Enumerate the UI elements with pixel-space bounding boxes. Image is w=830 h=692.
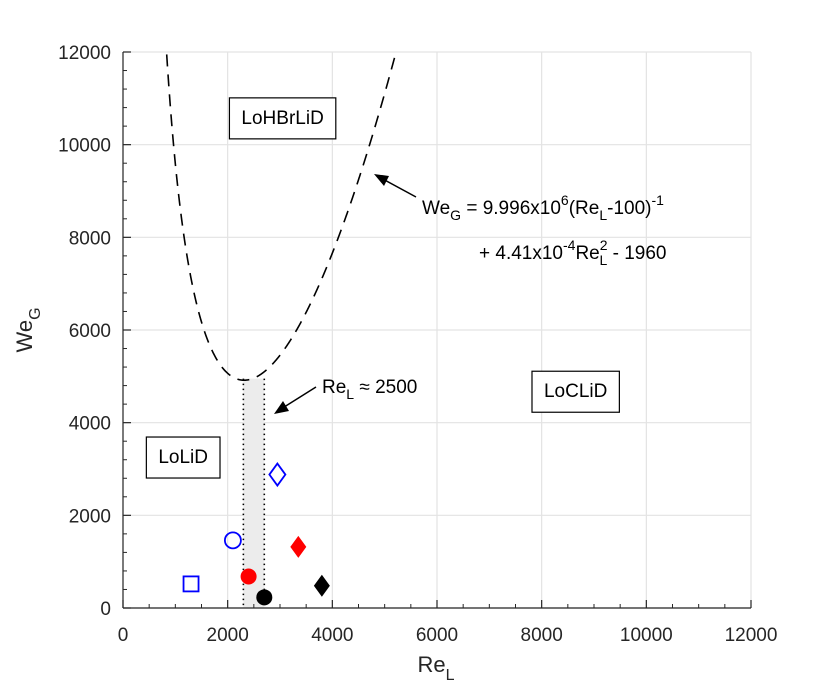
grid xyxy=(122,51,752,609)
y-tick-label: 12000 xyxy=(58,43,111,64)
axes: 0 2000 4000 6000 8000 10000 12000 0 2000 4000 6000… xyxy=(58,43,777,646)
x-tick-label: 4000 xyxy=(311,625,353,646)
equation-line-1: WeG = 9.996x106(ReL-100)-1 xyxy=(422,192,664,223)
data-point-square xyxy=(182,575,200,593)
region-label-box xyxy=(145,436,221,479)
y-tick-label: 2000 xyxy=(69,506,111,527)
data-point-diamond xyxy=(268,462,287,488)
region-label-text: LoLiD xyxy=(158,447,208,468)
x-tick-label: 8000 xyxy=(521,625,563,646)
region-label-text: LoCLiD xyxy=(544,381,607,402)
critical-re-annotation: ReL ≈ 2500 xyxy=(274,377,417,414)
data-point-diamond xyxy=(290,535,307,558)
y-tick-label: 0 xyxy=(100,599,111,620)
x-tick-label: 0 xyxy=(118,625,129,646)
region-label: LoLiD xyxy=(145,436,221,479)
data-point-circle xyxy=(223,531,242,550)
x-tick-label: 2000 xyxy=(207,625,249,646)
equation-line-2: + 4.41x10-4Re2 L - 1960 xyxy=(479,237,667,268)
boundary-curve xyxy=(165,52,397,382)
x-tick-label: 6000 xyxy=(416,625,458,646)
equation-arrow-line xyxy=(380,177,417,198)
data-point-circle xyxy=(256,589,273,606)
equation-annotation: WeG = 9.996x106(ReL-100)-1 + 4.41x10-4Re… xyxy=(374,174,667,268)
region-label-text: LoHBrLiD xyxy=(241,108,323,129)
critical-re-arrow-head xyxy=(274,401,289,414)
x-axis-title: ReL xyxy=(417,652,454,684)
region-label-box xyxy=(228,97,337,140)
region-labels: LoHBrLiD LoLiD LoCLiD xyxy=(145,97,620,479)
data-point-circle xyxy=(240,568,257,585)
region-label: LoCLiD xyxy=(531,370,620,413)
boundary-curve-group xyxy=(165,52,397,382)
critical-re-arrow-line xyxy=(280,386,317,410)
y-axis-title: WeG xyxy=(12,307,44,352)
data-point-diamond xyxy=(313,574,330,597)
region-label: LoHBrLiD xyxy=(228,97,337,140)
x-tick-label: 10000 xyxy=(620,625,673,646)
y-tick-label: 10000 xyxy=(58,136,111,157)
equation-arrow-head xyxy=(374,174,389,186)
y-tick-label: 6000 xyxy=(69,321,111,342)
critical-re-label: ReL ≈ 2500 xyxy=(322,377,417,402)
data-points xyxy=(182,462,330,606)
shaded-band-group xyxy=(242,378,266,608)
y-tick-label: 4000 xyxy=(69,414,111,435)
shaded-band xyxy=(243,378,265,608)
region-label-box xyxy=(531,370,620,413)
y-tick-label: 8000 xyxy=(69,228,111,249)
x-tick-label: 12000 xyxy=(725,625,778,646)
